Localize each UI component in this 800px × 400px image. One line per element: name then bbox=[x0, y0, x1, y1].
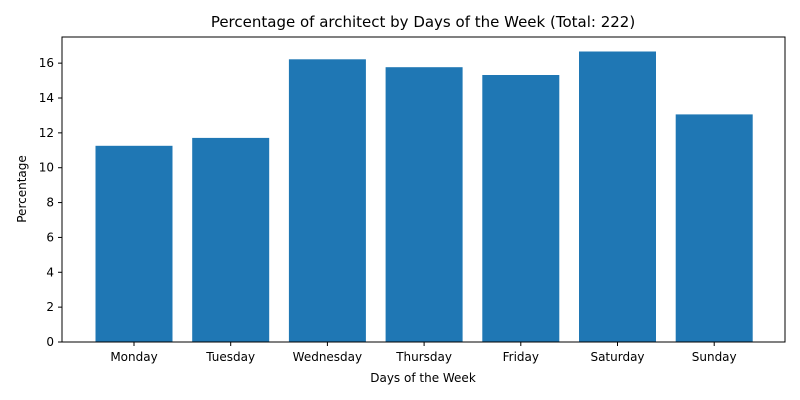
x-tick-label: Monday bbox=[110, 350, 157, 364]
x-tick-label: Friday bbox=[503, 350, 539, 364]
x-tick-label: Wednesday bbox=[293, 350, 362, 364]
bar-sunday bbox=[675, 114, 753, 343]
bar-saturday bbox=[579, 51, 656, 342]
bar-wednesday bbox=[288, 59, 366, 343]
bar-monday bbox=[95, 145, 173, 342]
x-axis-title: Days of the Week bbox=[370, 371, 476, 385]
y-axis-title: Percentage bbox=[15, 155, 29, 223]
x-tick-label: Sunday bbox=[692, 350, 737, 364]
y-tick-label: 0 bbox=[46, 335, 54, 349]
y-axis-ticks: 0 2 4 6 8 10 12 14 16 bbox=[39, 56, 62, 349]
y-tick-label: 10 bbox=[39, 161, 54, 175]
x-tick-label: Tuesday bbox=[205, 350, 255, 364]
chart-title: Percentage of architect by Days of the W… bbox=[211, 13, 635, 31]
y-tick-label: 12 bbox=[39, 126, 54, 140]
y-tick-label: 2 bbox=[46, 300, 54, 314]
x-tick-label: Saturday bbox=[590, 350, 644, 364]
y-tick-label: 8 bbox=[46, 196, 54, 210]
bar-thursday bbox=[385, 67, 463, 342]
plot-frame bbox=[61, 36, 786, 343]
bar-friday bbox=[482, 75, 560, 342]
x-tick-label: Thursday bbox=[395, 350, 452, 364]
y-tick-label: 6 bbox=[46, 230, 54, 244]
y-tick-label: 14 bbox=[39, 91, 54, 105]
y-tick-label: 16 bbox=[39, 56, 54, 70]
bar-tuesday bbox=[192, 137, 270, 342]
bars-group bbox=[95, 51, 753, 343]
y-tick-label: 4 bbox=[46, 265, 54, 279]
x-axis-ticks: Monday Tuesday Wednesday Thursday Friday Satu… bbox=[110, 342, 737, 364]
